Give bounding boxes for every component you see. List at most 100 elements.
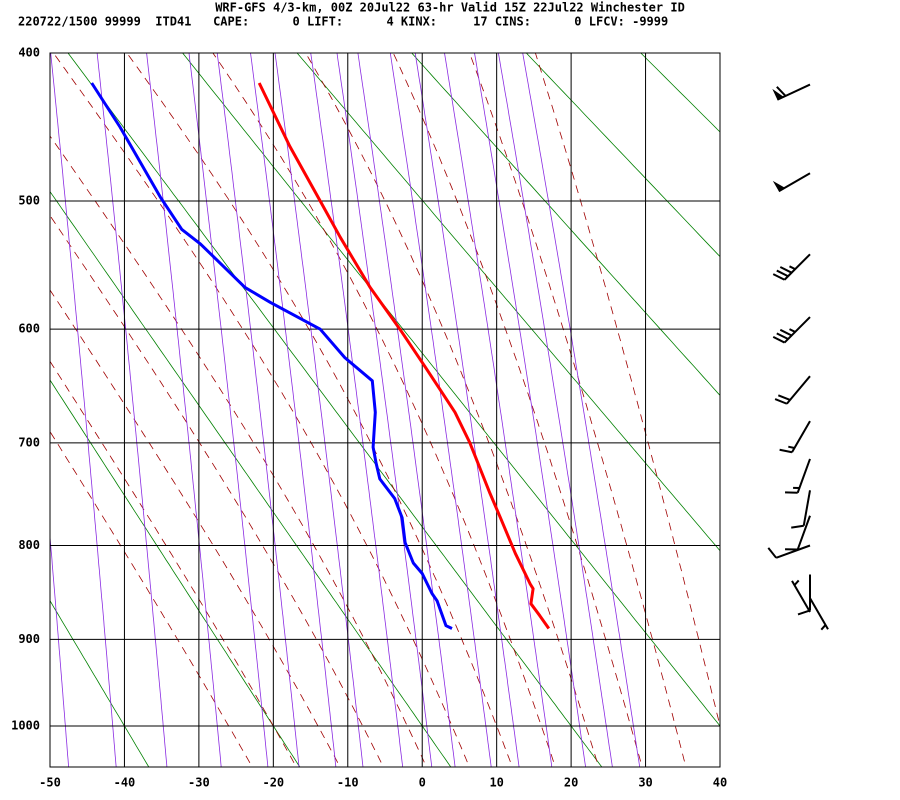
y-tick-label: 700 (18, 435, 40, 449)
moist-adiabat (392, 53, 643, 767)
moist-adiabat (50, 135, 427, 767)
y-tick-label: 500 (18, 194, 40, 208)
barb-staff (809, 597, 829, 630)
mixing-ratio-line (96, 53, 168, 767)
mixing-ratio-line (497, 53, 613, 767)
dry-adiabat (50, 379, 301, 767)
moist-adiabat (212, 53, 556, 767)
barb-staff (783, 316, 811, 344)
moist-adiabat (52, 53, 470, 767)
barb-staff (791, 580, 811, 613)
dry-adiabat (50, 599, 150, 767)
y-tick-label: 800 (18, 538, 40, 552)
barb-half (789, 328, 796, 333)
plot-frame (49, 52, 721, 768)
barb-staff (783, 253, 811, 281)
barb-full (779, 328, 793, 337)
wind-barb (767, 544, 811, 559)
barb-full (772, 273, 785, 281)
x-tick-label: 0 (419, 776, 426, 790)
barb-full (767, 547, 777, 559)
x-tick-label: 30 (638, 776, 652, 790)
x-tick-label: -40 (114, 776, 136, 790)
mixing-ratio-line (188, 53, 269, 767)
mixing-ratio-line (444, 53, 553, 767)
dry-adiabat (525, 53, 720, 258)
x-tick-label: 10 (489, 776, 503, 790)
barb-half (820, 624, 827, 631)
barb-staff (796, 458, 811, 494)
mixing-ratio-line (146, 53, 222, 767)
mixing-ratio-line (50, 53, 117, 767)
wind-barb (797, 574, 811, 616)
moist-adiabat (50, 430, 253, 767)
wind-barb (772, 83, 811, 101)
barb-pennant (772, 88, 784, 100)
dry-adiabat (411, 53, 720, 396)
reference-lines (50, 37, 900, 775)
mixing-ratio-line (336, 53, 433, 767)
dry-adiabat (640, 53, 720, 133)
wind-barb (772, 253, 811, 281)
dry-adiabat (738, 37, 900, 775)
mixing-ratio-line (389, 53, 492, 767)
wind-barb (791, 490, 811, 529)
barb-staff (791, 420, 811, 453)
wind-barb (791, 579, 811, 613)
barb-staff (796, 515, 811, 550)
wind-barb (772, 172, 811, 193)
x-tick-label: -10 (337, 776, 359, 790)
grid (49, 52, 721, 767)
mixing-ratio-line (310, 53, 404, 767)
x-tick-label: -30 (188, 776, 210, 790)
barb-half (789, 265, 796, 271)
wind-barb (774, 375, 811, 405)
barb-full (777, 394, 791, 401)
barb-staff (786, 375, 811, 405)
x-tick-label: -20 (262, 776, 284, 790)
barb-staff (802, 490, 811, 526)
mixing-ratio-line (250, 53, 337, 767)
barb-full (797, 609, 811, 616)
wind-barb (779, 420, 811, 454)
mixing-ratio-line (414, 53, 520, 767)
y-tick-label: 600 (18, 322, 40, 336)
barb-full (791, 524, 804, 529)
moist-adiabat (469, 53, 687, 767)
barb-full (772, 335, 785, 344)
moist-adiabat (50, 360, 297, 767)
wind-barb (772, 316, 811, 344)
dry-adiabat (67, 53, 603, 767)
moist-adiabat (126, 53, 513, 767)
mixing-ratio-line (357, 53, 456, 767)
profiles (90, 82, 551, 630)
barb-half (793, 579, 800, 586)
barb-full (776, 86, 787, 97)
chart-title: WRF-GFS 4/3-km, 00Z 20Jul22 63-hr Valid … (215, 1, 685, 15)
mixing-ratio-line (474, 53, 587, 767)
moist-adiabat (534, 53, 720, 728)
moist-adiabat (50, 214, 384, 767)
barb-pennant (772, 180, 785, 192)
x-tick-label: 20 (564, 776, 578, 790)
profile-line (90, 82, 453, 630)
dry-adiabat (182, 53, 720, 727)
barb-full (774, 398, 788, 405)
x-tick-label: 40 (713, 776, 727, 790)
wind-barb (785, 458, 811, 494)
profile-line (257, 82, 551, 630)
wind-barb (785, 515, 811, 551)
chart-subtitle: 220722/1500 99999 ITD41 CAPE: 0 LIFT: 4 … (18, 15, 668, 29)
x-tick-label: -50 (39, 776, 61, 790)
barb-full (776, 269, 789, 278)
barb-full (779, 448, 793, 454)
y-tick-label: 900 (18, 632, 40, 646)
barb-full (776, 332, 789, 340)
moist-adiabat (50, 289, 341, 767)
mixing-ratio-line (274, 53, 364, 767)
barb-full (779, 266, 793, 274)
barb-staff (775, 544, 811, 559)
mixing-ratio-line (216, 53, 300, 767)
